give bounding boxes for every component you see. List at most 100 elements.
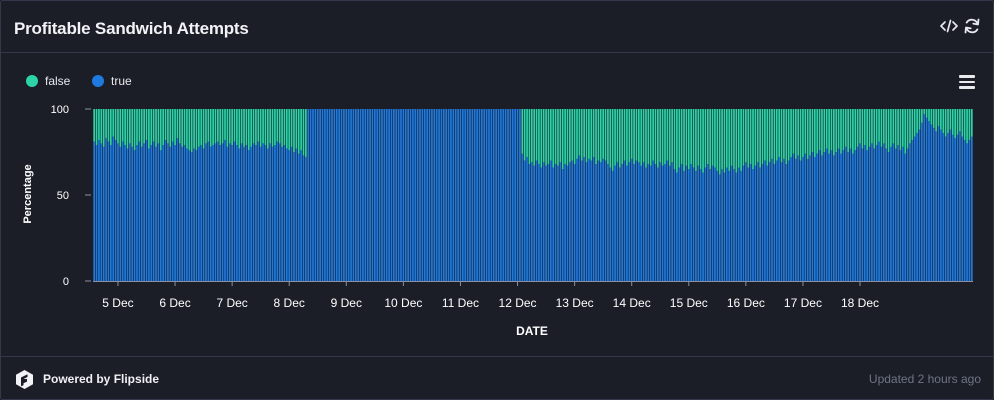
bar-false[interactable] [274,109,276,146]
bar-false[interactable] [709,109,712,170]
bar-false[interactable] [217,109,219,142]
bar-true[interactable] [326,109,329,281]
bar-true[interactable] [266,148,269,281]
bar-false[interactable] [167,109,169,144]
bar-false[interactable] [635,109,638,161]
bar-false[interactable] [526,109,528,158]
bar-false[interactable] [733,109,735,170]
bar-false[interactable] [129,109,131,144]
bar-true[interactable] [709,169,712,281]
bar-true[interactable] [899,150,902,281]
bar-false[interactable] [293,109,295,152]
bar-true[interactable] [324,109,326,281]
legend-item-true[interactable]: true [92,74,132,90]
bar-true[interactable] [787,160,790,281]
bar-true[interactable] [764,160,766,281]
bar-false[interactable] [207,109,210,142]
bar-false[interactable] [885,109,888,149]
bar-false[interactable] [571,109,574,161]
bar-true[interactable] [502,109,505,281]
bar-true[interactable] [509,109,512,281]
bar-true[interactable] [940,129,942,281]
bar-false[interactable] [297,109,300,154]
bar-false[interactable] [566,109,569,166]
bar-false[interactable] [970,109,973,137]
bar-false[interactable] [633,109,635,165]
bar-true[interactable] [321,109,324,281]
bar-true[interactable] [932,127,935,281]
bar-true[interactable] [887,152,890,281]
bar-true[interactable] [866,150,869,281]
bar-false[interactable] [666,109,669,161]
bar-false[interactable] [718,109,721,175]
bar-true[interactable] [578,155,581,281]
bar-true[interactable] [423,109,426,281]
bar-false[interactable] [921,109,923,123]
bar-true[interactable] [364,109,367,281]
bar-false[interactable] [283,109,286,146]
bar-true[interactable] [821,155,823,281]
bar-true[interactable] [901,146,904,281]
bar-true[interactable] [217,141,219,281]
bar-true[interactable] [837,148,840,281]
bar-true[interactable] [388,109,390,281]
bar-false[interactable] [233,109,236,142]
bar-false[interactable] [547,109,550,165]
bar-true[interactable] [131,146,134,281]
bar-true[interactable] [699,169,702,281]
bar-true[interactable] [854,150,857,281]
bar-true[interactable] [143,143,145,281]
bar-true[interactable] [438,109,440,281]
bar-false[interactable] [214,109,217,144]
bar-true[interactable] [497,109,500,281]
bar-false[interactable] [942,109,945,134]
bar-true[interactable] [768,162,771,281]
bar-false[interactable] [609,109,612,168]
bar-false[interactable] [171,109,174,142]
bar-true[interactable] [314,109,317,281]
bar-true[interactable] [197,146,200,281]
bar-true[interactable] [792,153,795,281]
bar-true[interactable] [868,146,871,281]
bar-true[interactable] [923,114,926,281]
bar-false[interactable] [671,109,673,163]
bar-false[interactable] [569,109,571,163]
bar-true[interactable] [585,162,588,281]
bar-true[interactable] [716,170,719,281]
bar-true[interactable] [476,109,478,281]
bar-false[interactable] [93,109,96,142]
bar-true[interactable] [840,153,842,281]
bar-true[interactable] [666,160,669,281]
bar-true[interactable] [331,109,333,281]
bar-true[interactable] [255,145,257,281]
bar-false[interactable] [768,109,771,163]
bar-true[interactable] [725,167,728,281]
bar-true[interactable] [823,152,826,281]
bar-false[interactable] [866,109,869,151]
bar-true[interactable] [573,164,576,281]
bar-true[interactable] [611,170,614,281]
bar-true[interactable] [452,109,455,281]
bar-false[interactable] [809,109,811,156]
bar-true[interactable] [580,160,583,281]
bar-true[interactable] [773,164,776,281]
bar-false[interactable] [117,109,119,144]
bar-true[interactable] [921,122,923,281]
bar-true[interactable] [283,145,286,281]
bar-true[interactable] [186,148,188,281]
bar-true[interactable] [150,145,153,281]
bar-false[interactable] [911,109,914,140]
bar-true[interactable] [642,162,645,281]
bar-false[interactable] [968,109,971,140]
bar-false[interactable] [783,109,785,159]
bar-false[interactable] [806,109,809,159]
bar-false[interactable] [645,109,647,168]
bar-false[interactable] [794,109,797,159]
bar-false[interactable] [155,109,157,147]
bar-false[interactable] [193,109,195,149]
bar-true[interactable] [167,143,169,281]
bar-true[interactable] [542,162,545,281]
bar-true[interactable] [842,150,845,281]
bar-false[interactable] [659,109,662,163]
bar-true[interactable] [647,164,650,281]
